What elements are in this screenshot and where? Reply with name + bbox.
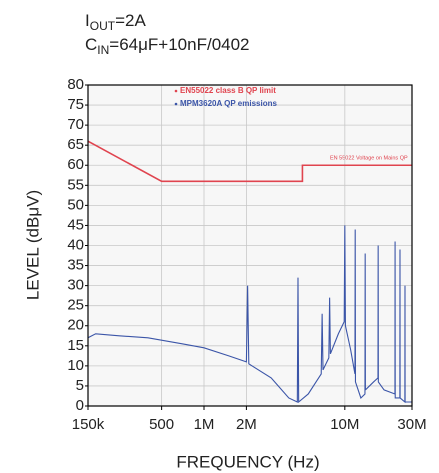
y-tick-label: 80 [67, 76, 84, 93]
data-line [87, 225, 412, 404]
x-axis-title: FREQUENCY (Hz) [176, 452, 319, 471]
x-tick-label: 2M [236, 416, 257, 433]
legend-label: MPM3620A QP emissions [180, 99, 277, 108]
legend-marker [174, 102, 178, 106]
header-text: C [85, 35, 97, 54]
subscript: OUT [90, 19, 116, 33]
header-text: =64μF+10nF/0402 [109, 35, 249, 54]
x-tick-label: 10M [330, 416, 359, 433]
header-text: =2A [115, 11, 146, 30]
x-tick-label: 30M [397, 416, 426, 433]
annotation: EN 55022 Voltage on Mains QP [330, 155, 408, 161]
plot-frame [87, 84, 413, 407]
header-line: CIN=64μF+10nF/0402 [85, 35, 250, 57]
x-tick-label: 500 [149, 416, 174, 433]
header-line: IOUT=2A [85, 11, 146, 33]
header-text: I [85, 11, 90, 30]
y-tick-label: 0 [76, 397, 84, 414]
y-tick-label: 15 [67, 337, 84, 354]
y-tick-label: 10 [67, 357, 84, 374]
y-tick-label: 40 [67, 236, 84, 253]
y-tick-label: 20 [67, 317, 84, 334]
x-tick-label: 150k [72, 416, 105, 433]
subscript: IN [97, 43, 109, 57]
y-tick-label: 65 [67, 136, 84, 153]
legend-marker [174, 89, 178, 93]
y-tick-label: 70 [67, 116, 84, 133]
y-tick-label: 25 [67, 297, 84, 314]
y-tick-label: 50 [67, 196, 84, 213]
y-axis-title: LEVEL (dBμV) [23, 190, 42, 300]
y-tick-label: 5 [76, 377, 84, 394]
x-tick-label: 1M [194, 416, 215, 433]
y-tick-label: 55 [67, 176, 84, 193]
y-tick-label: 35 [67, 257, 84, 274]
y-tick-label: 60 [67, 156, 84, 173]
y-tick-label: 75 [67, 96, 84, 113]
y-tick-label: 30 [67, 277, 84, 294]
legend-label: EN55022 class B QP limit [180, 86, 276, 95]
y-tick-label: 45 [67, 216, 84, 233]
data-line [87, 140, 412, 183]
